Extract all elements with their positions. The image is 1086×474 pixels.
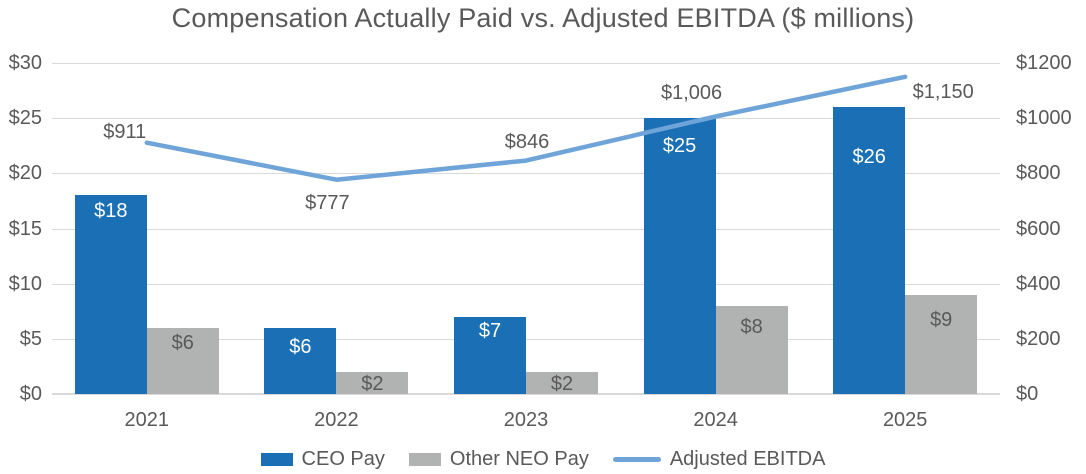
bar-label-ceo-pay: $7	[478, 319, 502, 342]
line-label-2023: $846	[504, 130, 550, 153]
gridline	[52, 173, 1000, 175]
line-label-2022: $777	[305, 191, 350, 214]
bar-label-other-neo-pay: $2	[550, 372, 574, 395]
bar-label-other-neo-pay: $9	[930, 308, 953, 331]
bar-label-ceo-pay: $18	[94, 200, 128, 223]
bar-other-neo-pay-2023	[526, 371, 598, 394]
legend-item-other-neo-pay: Other NEO Pay	[408, 448, 589, 470]
legend-label-ceo-pay: CEO Pay	[301, 448, 385, 470]
gridline	[52, 338, 1000, 340]
right-axis-tick: $200	[1016, 327, 1061, 350]
other-neo-pay-swatch	[408, 452, 441, 466]
gridline	[52, 228, 1000, 230]
bar-label-other-neo-pay: $6	[171, 331, 194, 354]
bar-other-neo-pay-2022	[336, 371, 409, 394]
gridline	[52, 63, 1000, 64]
left-axis-tick: $20	[8, 162, 42, 185]
right-axis-tick: $400	[1016, 272, 1061, 295]
bar-ceo-pay-2021	[74, 195, 147, 394]
line-label-2021: $911	[103, 120, 147, 143]
bar-ceo-pay-2024	[643, 118, 716, 394]
gridline	[52, 283, 1000, 285]
bar-label-ceo-pay: $6	[289, 335, 312, 358]
axis-baseline	[52, 393, 1000, 395]
legend-item-ceo-pay: CEO Pay	[260, 448, 385, 470]
left-axis-tick: $30	[8, 52, 42, 74]
x-axis-label-2022: 2022	[314, 409, 359, 431]
right-axis-tick: $1200	[1016, 52, 1072, 74]
line-label-2024: $1,006	[661, 81, 723, 104]
bar-ceo-pay-2022	[264, 327, 337, 394]
chart-title: Compensation Actually Paid vs. Adjusted …	[171, 3, 915, 33]
bar-other-neo-pay-2024	[715, 305, 788, 394]
line-label-2025: $1,150	[912, 80, 974, 103]
ceo-pay-swatch	[260, 452, 293, 466]
left-axis-tick: $15	[8, 217, 42, 240]
gridline	[52, 118, 1000, 120]
adjusted-ebitda-line-swatch	[612, 456, 661, 462]
right-axis-tick: $600	[1016, 217, 1061, 240]
bar-ceo-pay-2025	[833, 107, 906, 394]
left-axis-tick: $5	[19, 327, 42, 350]
x-axis-label-2024: 2024	[693, 409, 738, 431]
legend-item-adjusted-ebitda: Adjusted EBITDA	[612, 448, 826, 470]
left-axis-tick: $25	[8, 107, 42, 130]
left-axis-tick: $10	[8, 272, 42, 295]
bar-other-neo-pay-2025	[905, 294, 978, 394]
right-axis-tick: $0	[1016, 383, 1039, 405]
bar-ceo-pay-2023	[454, 316, 526, 394]
legend: CEO Pay Other NEO Pay Adjusted EBITDA	[0, 446, 1086, 472]
left-axis-tick: $0	[19, 383, 42, 405]
right-axis-tick: $1000	[1016, 107, 1072, 130]
legend-label-adjusted-ebitda: Adjusted EBITDA	[669, 448, 826, 470]
bar-label-ceo-pay: $26	[852, 146, 886, 169]
legend-label-other-neo-pay: Other NEO Pay	[449, 448, 589, 470]
right-axis-tick: $800	[1016, 162, 1061, 185]
x-axis-label-2021: 2021	[124, 409, 170, 431]
bar-label-other-neo-pay: $8	[740, 315, 763, 338]
bar-label-other-neo-pay: $2	[361, 372, 384, 395]
bar-other-neo-pay-2021	[146, 327, 219, 394]
x-axis-label-2023: 2023	[503, 409, 549, 431]
bar-label-ceo-pay: $25	[662, 135, 697, 158]
x-axis-label-2025: 2025	[882, 409, 928, 431]
